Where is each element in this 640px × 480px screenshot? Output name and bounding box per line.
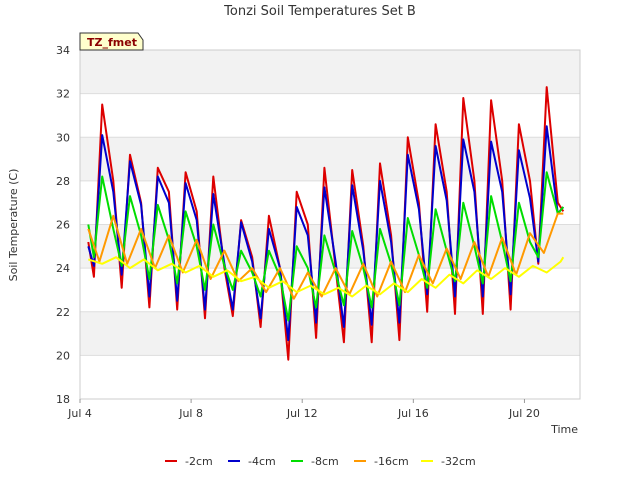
y-tick-label: 24: [56, 262, 70, 275]
y-tick-label: 18: [56, 393, 70, 406]
legend-label: -4cm: [248, 455, 276, 468]
y-tick-label: 28: [56, 175, 70, 188]
legend-label: -8cm: [311, 455, 339, 468]
x-tick-label: Jul 4: [67, 407, 92, 420]
series-line-neg32cm: [87, 256, 565, 298]
x-tick-label: Jul 16: [397, 407, 429, 420]
y-axis-label: Soil Temperature (C): [7, 169, 20, 282]
legend-label: -2cm: [185, 455, 213, 468]
plot-frame: [79, 49, 581, 400]
plot-band: [80, 311, 580, 356]
series-lines: [87, 86, 565, 361]
plot-band: [80, 93, 580, 138]
plot-band: [80, 137, 580, 181]
series-line-neg8cm: [87, 171, 565, 322]
plot-band: [80, 355, 580, 399]
legend-label: -16cm: [374, 455, 409, 468]
y-tick-label: 30: [56, 131, 70, 144]
chart-title: Tonzi Soil Temperatures Set B: [223, 4, 416, 19]
plot-band: [80, 268, 580, 312]
x-axis-ticks: Jul 4 Jul 8 Jul 12 Jul 16 Jul 20: [67, 399, 540, 420]
x-tick-label: Jul 12: [286, 407, 318, 420]
y-tick-label: 26: [56, 219, 70, 232]
x-axis-label: Time: [550, 423, 578, 436]
x-tick-label: Jul 20: [508, 407, 540, 420]
y-tick-label: 32: [56, 88, 70, 101]
plot-band: [80, 50, 580, 94]
y-tick-label: 22: [56, 306, 70, 319]
badge-label: TZ_fmet: [87, 36, 137, 49]
legend: -2cm -4cm -8cm -16cm -32cm: [165, 455, 476, 468]
y-tick-label: 20: [56, 349, 70, 362]
series-line-neg16cm: [87, 212, 564, 300]
y-tick-label: 34: [56, 44, 70, 57]
legend-label: -32cm: [441, 455, 476, 468]
badge: TZ_fmet: [79, 32, 144, 51]
y-axis-ticks: 18 20 22 24 26 28 30 32 34: [56, 44, 70, 406]
x-tick-label: Jul 8: [178, 407, 203, 420]
